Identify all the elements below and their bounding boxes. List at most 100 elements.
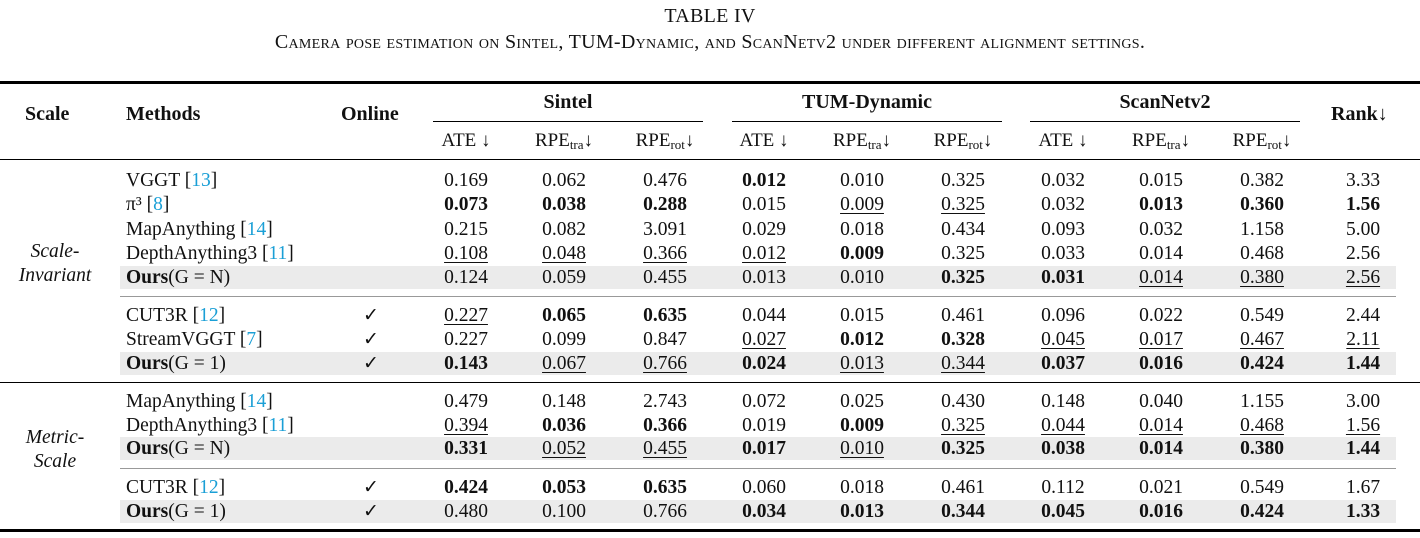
metric-cell: 0.045 — [1041, 329, 1085, 350]
method-ours-label: Ours — [126, 353, 169, 374]
method-name: MapAnything [14] — [126, 219, 273, 240]
method-ours-label: Ours — [126, 438, 169, 459]
rank-cell: 1.33 — [1345, 501, 1381, 522]
metric-cell: 0.016 — [1139, 501, 1183, 522]
rank-cell: 2.11 — [1346, 329, 1380, 350]
method-label: DepthAnything3 — [126, 243, 262, 264]
header-rule — [0, 159, 1420, 160]
metric-cell: 0.010 — [840, 267, 884, 288]
method-setting: (G = 1) — [168, 353, 226, 374]
subheader-rpe-tra: RPEtra↓ — [534, 130, 594, 152]
method-name: MapAnything [14] — [126, 391, 273, 412]
method-setting: (G = N) — [168, 438, 231, 459]
metric-cell: 1.158 — [1240, 219, 1284, 240]
metric-cell: 0.344 — [941, 353, 985, 374]
metric-cell: 0.019 — [742, 415, 786, 436]
metric-cell: 0.045 — [1041, 501, 1085, 522]
group-metric-scale: Metric- Scale — [0, 426, 110, 474]
metric-cell: 0.100 — [542, 501, 586, 522]
metric-cell: 0.009 — [840, 243, 884, 264]
method-name: DepthAnything3 [11] — [126, 243, 294, 264]
subheader-rpe-tra: RPEtra↓ — [832, 130, 892, 152]
metric-cell: 0.017 — [1139, 329, 1183, 350]
header-scale: Scale — [25, 103, 70, 125]
metric-cell: 0.018 — [840, 219, 884, 240]
group-rule — [0, 382, 1420, 383]
method-ours-label: Ours — [126, 501, 169, 522]
citation-link[interactable]: 8 — [153, 194, 163, 215]
method-label: CUT3R — [126, 477, 193, 498]
citation-link[interactable]: 14 — [246, 219, 267, 240]
citation-link[interactable]: 14 — [246, 391, 267, 412]
header-methods: Methods — [126, 103, 201, 125]
metric-cell: 0.032 — [1041, 170, 1085, 191]
metric-cell: 0.635 — [643, 305, 687, 326]
metric-cell: 0.040 — [1139, 391, 1183, 412]
metric-cell: 0.059 — [542, 267, 586, 288]
subheader-rpe-rot: RPErot↓ — [1232, 130, 1292, 152]
subgroup-divider-2 — [120, 468, 1396, 469]
metric-cell: 0.013 — [1139, 194, 1183, 215]
metric-cell: 0.479 — [444, 391, 488, 412]
metric-cell: 0.112 — [1041, 477, 1085, 498]
metric-cell: 0.038 — [542, 194, 586, 215]
rank-cell: 1.67 — [1345, 477, 1381, 498]
method-ours-label: Ours — [126, 267, 169, 288]
metric-cell: 0.325 — [941, 243, 985, 264]
metric-cell: 0.366 — [643, 243, 687, 264]
method-label: DepthAnything3 — [126, 415, 262, 436]
metric-cell: 0.017 — [742, 438, 786, 459]
metric-cell: 0.148 — [542, 391, 586, 412]
citation-link[interactable]: 11 — [268, 243, 288, 264]
rank-cell: 2.56 — [1345, 267, 1381, 288]
metric-cell: 0.014 — [1139, 243, 1183, 264]
metric-cell: 0.025 — [840, 391, 884, 412]
metric-cell: 0.096 — [1041, 305, 1085, 326]
top-rule — [0, 81, 1420, 84]
metric-cell: 0.331 — [444, 438, 488, 459]
method-setting: (G = 1) — [168, 501, 226, 522]
metric-cell: 0.027 — [742, 329, 786, 350]
group-label-line1: Metric- — [25, 427, 85, 448]
metric-cell: 0.032 — [1041, 194, 1085, 215]
method-label: π³ — [126, 194, 147, 215]
group-scale-invariant: Scale- Invariant — [0, 240, 110, 288]
metric-cell: 0.038 — [1041, 438, 1085, 459]
metric-cell: 0.044 — [742, 305, 786, 326]
metric-cell: 0.048 — [542, 243, 586, 264]
metric-cell: 0.053 — [542, 477, 586, 498]
metric-cell: 2.743 — [643, 391, 687, 412]
metric-cell: 0.380 — [1240, 438, 1284, 459]
metric-cell: 0.325 — [941, 194, 985, 215]
metric-cell: 0.072 — [742, 391, 786, 412]
method-name: VGGT [13] — [126, 170, 218, 191]
metric-cell: 0.012 — [840, 329, 884, 350]
header-scannet: ScanNetv2 — [1119, 91, 1211, 113]
online-check-icon: ✓ — [363, 329, 379, 350]
header-rank: Rank↓ — [1331, 103, 1388, 125]
citation-link[interactable]: 13 — [191, 170, 211, 191]
citation-link[interactable]: 7 — [246, 329, 257, 350]
rank-cell: 5.00 — [1345, 219, 1381, 240]
metric-cell: 0.468 — [1240, 243, 1284, 264]
metric-cell: 0.430 — [941, 391, 985, 412]
metric-cell: 0.013 — [840, 353, 884, 374]
metric-cell: 0.014 — [1139, 438, 1183, 459]
metric-cell: 0.012 — [742, 243, 786, 264]
metric-cell: 0.082 — [542, 219, 586, 240]
metric-cell: 0.344 — [941, 501, 985, 522]
metric-cell: 0.549 — [1240, 477, 1284, 498]
highlight-row-bg — [120, 352, 1396, 375]
citation-link[interactable]: 12 — [199, 305, 219, 326]
metric-cell: 0.424 — [1240, 501, 1284, 522]
subheader-ate: ATE ↓ — [441, 130, 491, 151]
citation-link[interactable]: 12 — [199, 477, 219, 498]
metric-cell: 0.014 — [1139, 267, 1183, 288]
method-name: π³ [8] — [126, 194, 170, 215]
metric-cell: 0.328 — [941, 329, 985, 350]
group-label-line2: Invariant — [18, 265, 92, 286]
method-label: MapAnything — [126, 391, 241, 412]
citation-link[interactable]: 11 — [268, 415, 288, 436]
highlight-row-bg — [120, 266, 1396, 289]
subheader-ate: ATE ↓ — [739, 130, 789, 151]
